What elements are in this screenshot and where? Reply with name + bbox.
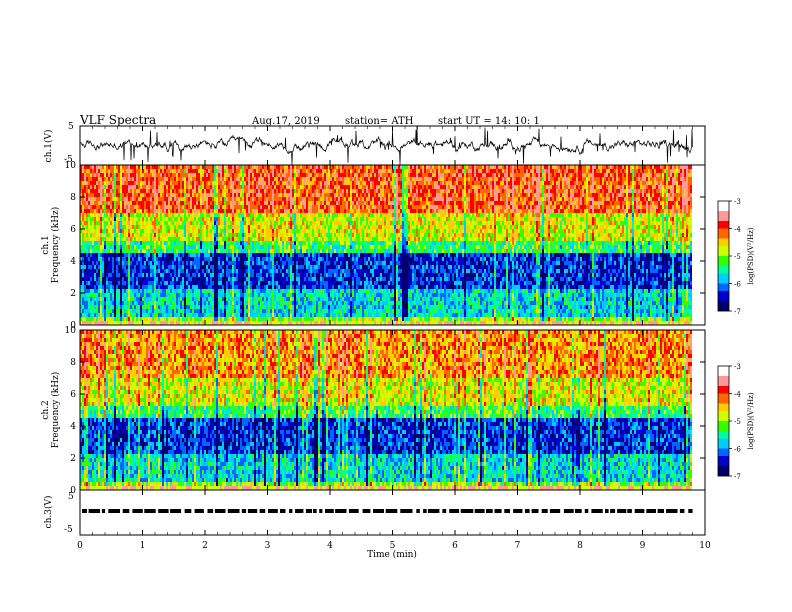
ch2-frequency-label: Frequency (kHz)	[50, 372, 61, 449]
ch1-waveform-line	[79, 125, 694, 165]
time-axis-label: Time (min)	[367, 549, 417, 560]
time-axis-ticks: 0 1 2 3 4 5 6 7 8 9 10	[77, 126, 711, 551]
ch1-spectrogram-heatmap	[80, 165, 692, 326]
ch1-waveform-ylabel: ch.1(V)	[43, 130, 54, 163]
ch2-spectrogram-heatmap	[80, 330, 692, 491]
ch1-channel-label: ch.1	[41, 235, 51, 254]
ch3-ytick-bottom: -5	[64, 525, 73, 535]
ch2-channel-label: ch.2	[41, 400, 51, 419]
start-time-label: start UT = 14: 10: 1	[438, 116, 540, 127]
ch1-frequency-label: Frequency (kHz)	[50, 207, 61, 284]
ch1-ytick-top: 5	[68, 122, 74, 132]
ch3-ytick-top: 5	[68, 492, 74, 502]
ch3-waveform-ylabel: ch.3(V)	[43, 496, 54, 529]
date-label: Aug.17, 2019	[251, 116, 320, 127]
ch3-waveform-line	[82, 509, 693, 513]
station-label: station= ATH	[345, 116, 414, 127]
ch3-waveform-panel: 5 -5 ch.3(V)	[43, 489, 706, 536]
ch1-ytick-bottom: -5	[64, 155, 73, 165]
figure-title: VLF Spectra	[79, 113, 156, 127]
